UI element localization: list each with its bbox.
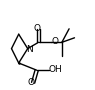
Text: OH: OH xyxy=(48,65,62,74)
Text: O: O xyxy=(33,24,40,33)
Text: O: O xyxy=(51,37,58,46)
Text: O: O xyxy=(28,78,35,87)
Text: N: N xyxy=(27,45,33,54)
